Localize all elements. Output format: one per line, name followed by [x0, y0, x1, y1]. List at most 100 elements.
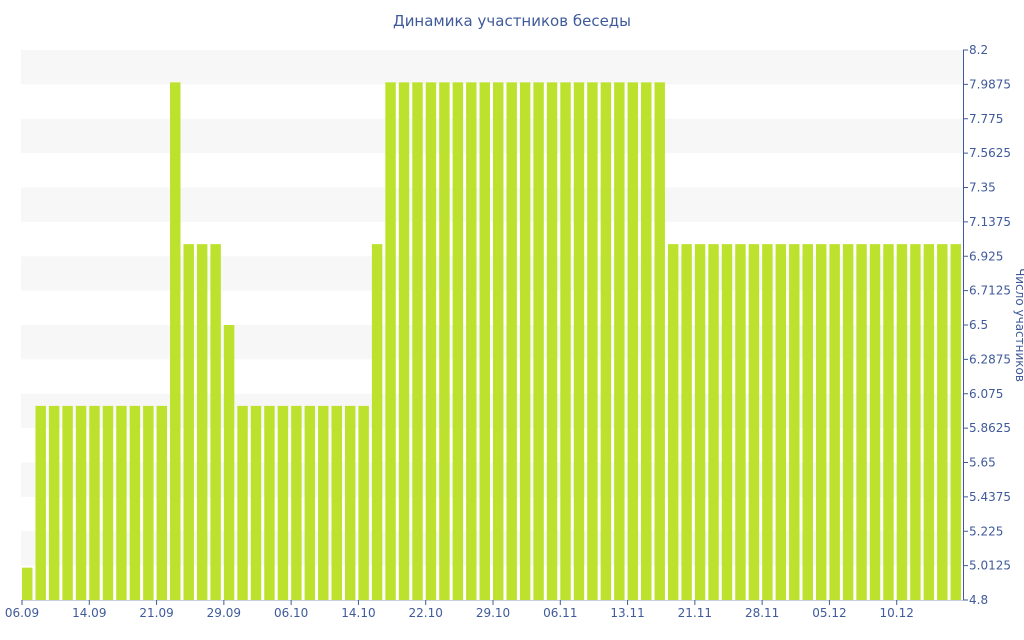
bar: [156, 405, 168, 600]
bar: [762, 244, 773, 600]
x-tick-label: 21.09: [139, 606, 173, 620]
bar: [694, 244, 706, 600]
bar: [466, 82, 477, 600]
bar: [519, 82, 531, 600]
bar: [923, 244, 935, 600]
x-tick-label: 05.12: [812, 606, 846, 620]
bar: [277, 405, 289, 600]
x-tick-label: 06.11: [543, 606, 577, 620]
y-tick-label: 7.5625: [969, 146, 1011, 160]
y-tick-label: 5.8625: [969, 421, 1011, 435]
y-axis-ticks: 4.8 5.0125 5.225 5.4375 5.65 5.8625 6.075 6.287…: [963, 43, 1011, 607]
bar: [627, 82, 639, 600]
y-tick-label: 7.775: [969, 112, 1003, 126]
y-axis-title: Число участников: [1013, 268, 1024, 382]
bar: [667, 244, 679, 600]
y-tick-label: 4.8: [969, 593, 988, 607]
bar: [910, 244, 921, 600]
bar: [815, 244, 827, 600]
x-tick-label: 06.09: [5, 606, 39, 620]
bar: [210, 244, 221, 600]
y-tick-label: 5.4375: [969, 490, 1011, 504]
bar: [22, 567, 33, 600]
bar: [587, 82, 598, 600]
y-tick-label: 5.225: [969, 524, 1003, 538]
bar: [385, 82, 396, 600]
bar: [856, 244, 867, 600]
x-tick-label: 06.10: [274, 606, 308, 620]
bar: [143, 405, 154, 600]
bar: [560, 82, 571, 600]
bar: [802, 244, 813, 600]
bar: [479, 82, 490, 600]
bar: [331, 405, 342, 600]
bar: [883, 244, 894, 600]
bar: [358, 405, 369, 600]
bar: [304, 405, 316, 600]
bar: [721, 244, 733, 600]
bar: [748, 244, 760, 600]
bar: [614, 82, 625, 600]
bar: [318, 405, 329, 600]
bar: [250, 405, 262, 600]
bar: [129, 405, 141, 600]
y-tick-label: 7.35: [969, 181, 996, 195]
y-tick-label: 5.0125: [969, 559, 1011, 573]
bar: [506, 82, 517, 600]
bar: [412, 82, 423, 600]
bars: [22, 82, 961, 600]
bar: [681, 244, 692, 600]
bar: [264, 405, 275, 600]
x-tick-label: 28.11: [745, 606, 779, 620]
y-tick-label: 7.9875: [969, 77, 1011, 91]
y-tick-label: 8.2: [969, 43, 988, 57]
bar: [600, 82, 612, 600]
y-tick-label: 6.075: [969, 387, 1003, 401]
bar: [452, 82, 464, 600]
bar: [344, 405, 356, 600]
bar: [937, 244, 948, 600]
y-tick-label: 6.5: [969, 318, 988, 332]
bar: [533, 82, 544, 600]
bar: [425, 82, 437, 600]
bar: [896, 244, 908, 600]
x-tick-label: 13.11: [610, 606, 644, 620]
bar: [371, 244, 383, 600]
bar: [398, 82, 410, 600]
y-tick-label: 6.2875: [969, 352, 1011, 366]
bar: [62, 405, 73, 600]
bar: [48, 405, 60, 600]
bar: [102, 405, 114, 600]
bar: [708, 244, 719, 600]
bar: [116, 405, 127, 600]
x-tick-label: 29.09: [207, 606, 241, 620]
grid-band: [21, 187, 963, 222]
bar: [439, 82, 450, 600]
x-tick-label: 29.10: [476, 606, 510, 620]
bar: [775, 244, 787, 600]
bar: [35, 405, 46, 600]
x-tick-label: 22.10: [409, 606, 443, 620]
bar: [75, 405, 87, 600]
bar: [291, 405, 302, 600]
y-tick-label: 6.7125: [969, 284, 1011, 298]
bar: [196, 244, 208, 600]
x-tick-label: 14.09: [72, 606, 106, 620]
bar: [546, 82, 558, 600]
bar: [842, 244, 854, 600]
grid-band: [21, 118, 963, 154]
x-tick-label: 14.10: [341, 606, 375, 620]
x-axis-ticks: 06.09 14.09 21.09 29.09 06.10 14.10 22.10 29.10…: [5, 600, 914, 620]
bar: [170, 82, 181, 600]
grid-band: [21, 50, 963, 85]
bar: [223, 325, 235, 600]
bar: [950, 244, 961, 600]
bar: [869, 244, 881, 600]
bar: [493, 82, 504, 600]
bar: [183, 244, 194, 600]
bar: [89, 405, 100, 600]
bar: [237, 405, 248, 600]
bar: [641, 82, 652, 600]
bar: [789, 244, 800, 600]
